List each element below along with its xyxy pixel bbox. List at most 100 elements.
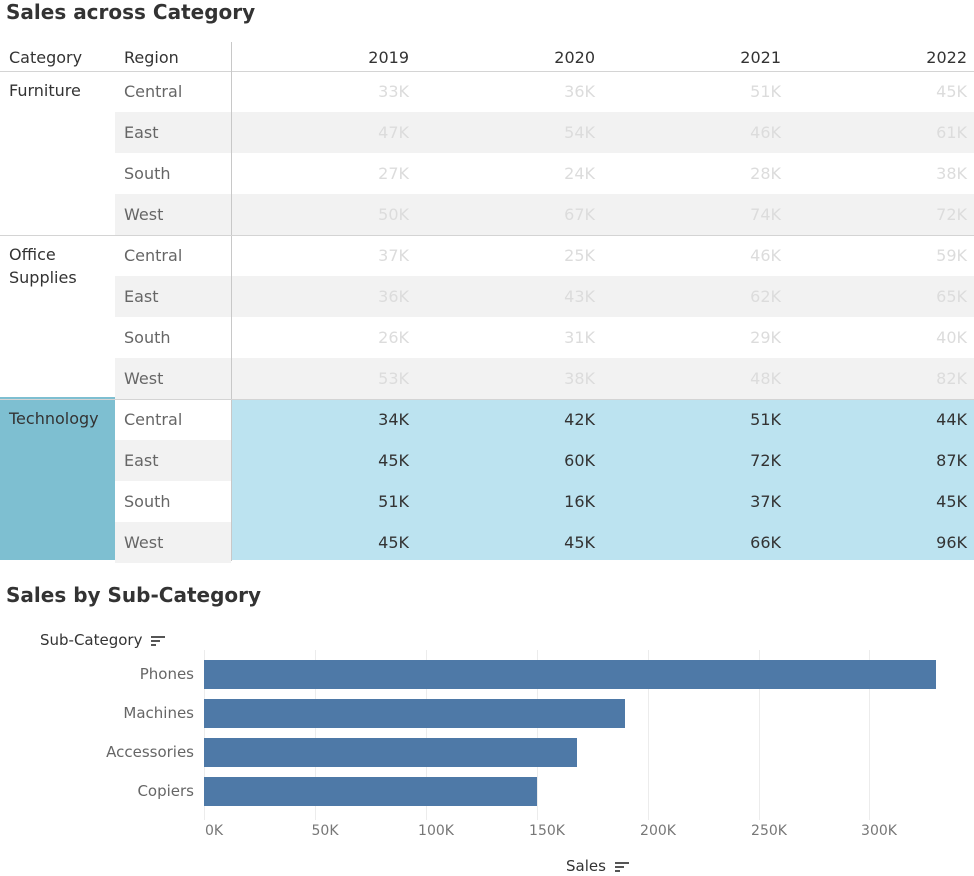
- sales-cell[interactable]: 62K: [750, 287, 781, 306]
- table-row[interactable]: South 26K 31K 29K 40K: [0, 317, 974, 358]
- x-axis-title[interactable]: Sales: [566, 857, 629, 875]
- sales-cell[interactable]: 96K: [936, 533, 967, 552]
- sales-cell[interactable]: 54K: [564, 123, 595, 142]
- table-row[interactable]: Central 33K 36K 51K 45K: [0, 71, 974, 112]
- sales-cell[interactable]: 59K: [936, 246, 967, 265]
- bar-copiers[interactable]: [204, 777, 537, 806]
- sales-cell[interactable]: 51K: [750, 410, 781, 429]
- sales-cell[interactable]: 24K: [564, 164, 595, 183]
- sales-cell[interactable]: 44K: [936, 410, 967, 429]
- sales-cell[interactable]: 87K: [936, 451, 967, 470]
- region-label[interactable]: West: [124, 369, 164, 388]
- category-axis-label[interactable]: Phones: [139, 665, 194, 683]
- sales-cell[interactable]: 74K: [750, 205, 781, 224]
- table-row[interactable]: East 36K 43K 62K 65K: [0, 276, 974, 317]
- region-label[interactable]: East: [124, 451, 159, 470]
- region-label[interactable]: Central: [124, 82, 183, 101]
- subcategory-row-header[interactable]: Sub-Category: [40, 631, 166, 649]
- region-label[interactable]: South: [124, 164, 171, 183]
- sales-cell[interactable]: 25K: [564, 246, 595, 265]
- row-background: [115, 112, 974, 153]
- table-row[interactable]: East 45K 60K 72K 87K: [0, 440, 974, 481]
- sales-cell[interactable]: 82K: [936, 369, 967, 388]
- sales-cell[interactable]: 28K: [750, 164, 781, 183]
- category-label[interactable]: Furniture: [9, 81, 81, 100]
- sales-cell[interactable]: 37K: [378, 246, 409, 265]
- category-label[interactable]: Technology: [9, 409, 99, 428]
- row-background: [115, 194, 974, 235]
- sales-cell[interactable]: 51K: [378, 492, 409, 511]
- bar-machines[interactable]: [204, 699, 625, 728]
- table-row[interactable]: East 47K 54K 46K 61K: [0, 112, 974, 153]
- sales-cell[interactable]: 16K: [564, 492, 595, 511]
- sales-cell[interactable]: 53K: [378, 369, 409, 388]
- sales-cell[interactable]: 46K: [750, 123, 781, 142]
- table-row[interactable]: West 53K 38K 48K 82K: [0, 358, 974, 399]
- region-label[interactable]: West: [124, 205, 164, 224]
- sales-cell[interactable]: 61K: [936, 123, 967, 142]
- crosstab-title: Sales across Category: [6, 0, 256, 24]
- sales-cell[interactable]: 42K: [564, 410, 595, 429]
- header-year-2020[interactable]: 2020: [554, 48, 595, 67]
- sales-cell[interactable]: 27K: [378, 164, 409, 183]
- sales-cell[interactable]: 26K: [378, 328, 409, 347]
- header-year-2022[interactable]: 2022: [926, 48, 967, 67]
- sales-cell[interactable]: 48K: [750, 369, 781, 388]
- sales-cell[interactable]: 47K: [378, 123, 409, 142]
- region-label[interactable]: East: [124, 123, 159, 142]
- table-row[interactable]: West 50K 67K 74K 72K: [0, 194, 974, 235]
- header-year-2021[interactable]: 2021: [740, 48, 781, 67]
- sales-cell[interactable]: 38K: [564, 369, 595, 388]
- region-label[interactable]: West: [124, 533, 164, 552]
- sales-cell[interactable]: 40K: [936, 328, 967, 347]
- sales-cell[interactable]: 51K: [750, 82, 781, 101]
- sales-cell[interactable]: 46K: [750, 246, 781, 265]
- table-row[interactable]: South 27K 24K 28K 38K: [0, 153, 974, 194]
- table-row[interactable]: Central 37K 25K 46K 59K: [0, 235, 974, 276]
- sales-cell[interactable]: 36K: [564, 82, 595, 101]
- sales-cell[interactable]: 60K: [564, 451, 595, 470]
- region-label[interactable]: Central: [124, 246, 183, 265]
- region-label[interactable]: Central: [124, 410, 183, 429]
- table-row[interactable]: West 45K 45K 66K 96K: [0, 522, 974, 563]
- sales-cell[interactable]: 50K: [378, 205, 409, 224]
- category-label[interactable]: Office Supplies: [9, 245, 77, 287]
- region-label[interactable]: South: [124, 328, 171, 347]
- sales-cell[interactable]: 66K: [750, 533, 781, 552]
- sales-cell[interactable]: 29K: [750, 328, 781, 347]
- header-region[interactable]: Region: [124, 48, 179, 67]
- header-category[interactable]: Category: [9, 48, 83, 67]
- sales-cell[interactable]: 36K: [378, 287, 409, 306]
- category-axis-label[interactable]: Machines: [123, 704, 194, 722]
- sales-cell[interactable]: 43K: [564, 287, 595, 306]
- sales-cell[interactable]: 38K: [936, 164, 967, 183]
- sales-cell[interactable]: 72K: [750, 451, 781, 470]
- sales-cell[interactable]: 33K: [378, 82, 409, 101]
- sales-cell[interactable]: 37K: [750, 492, 781, 511]
- gridline: [537, 650, 538, 820]
- category-axis-label[interactable]: Copiers: [137, 782, 194, 800]
- bar-accessories[interactable]: [204, 738, 577, 767]
- sort-descending-icon[interactable]: [614, 861, 629, 873]
- region-label[interactable]: South: [124, 492, 171, 511]
- highlight-category-cell[interactable]: [0, 397, 115, 560]
- sales-cell[interactable]: 31K: [564, 328, 595, 347]
- x-tick-label: 50K: [311, 823, 339, 839]
- sales-cell[interactable]: 45K: [378, 533, 409, 552]
- region-label[interactable]: East: [124, 287, 159, 306]
- header-year-2019[interactable]: 2019: [368, 48, 409, 67]
- sales-cell[interactable]: 72K: [936, 205, 967, 224]
- sales-cell[interactable]: 45K: [564, 533, 595, 552]
- category-axis-label[interactable]: Accessories: [106, 743, 194, 761]
- region-cell-background: [115, 522, 231, 563]
- sort-descending-icon[interactable]: [151, 635, 166, 647]
- sales-cell[interactable]: 34K: [378, 410, 409, 429]
- sales-cell[interactable]: 45K: [936, 82, 967, 101]
- table-row[interactable]: Central 34K 42K 51K 44K: [0, 399, 974, 440]
- table-row[interactable]: South 51K 16K 37K 45K: [0, 481, 974, 522]
- sales-cell[interactable]: 45K: [378, 451, 409, 470]
- sales-cell[interactable]: 67K: [564, 205, 595, 224]
- sales-cell[interactable]: 45K: [936, 492, 967, 511]
- bar-phones[interactable]: [204, 660, 936, 689]
- sales-cell[interactable]: 65K: [936, 287, 967, 306]
